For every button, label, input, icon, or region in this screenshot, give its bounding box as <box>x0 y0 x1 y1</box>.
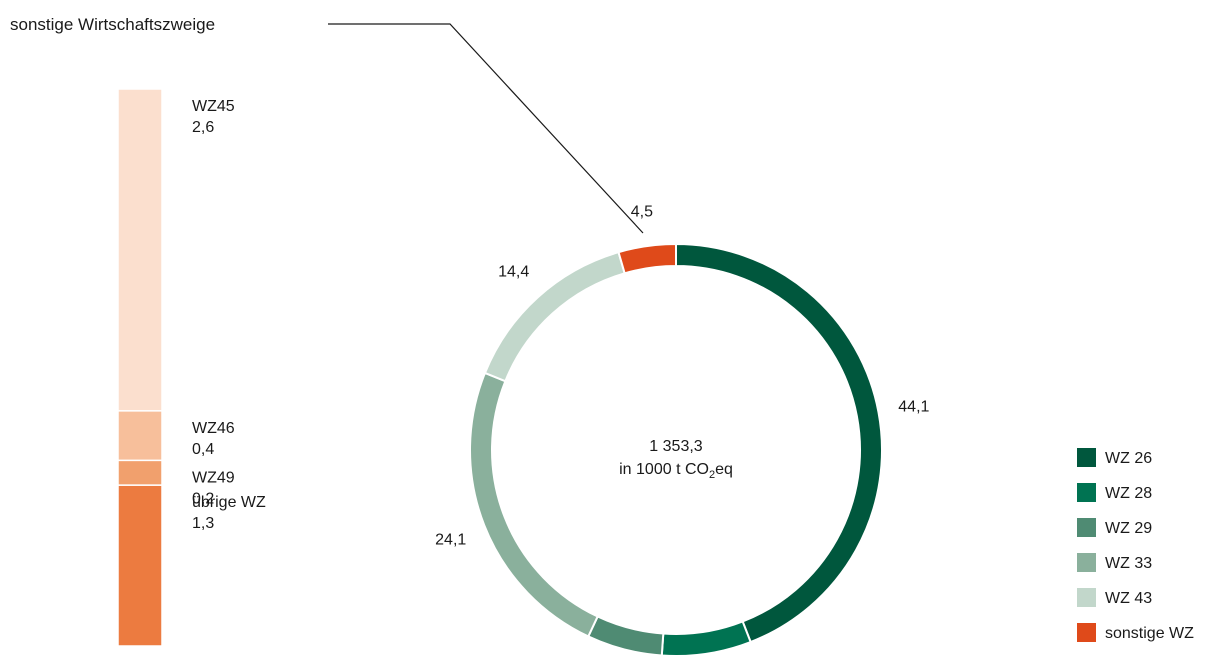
legend-swatch <box>1077 518 1096 537</box>
legend-swatch <box>1077 553 1096 572</box>
legend-swatch <box>1077 623 1096 642</box>
bar-segment-name: WZ46 <box>192 420 235 437</box>
donut-center-unit: in 1000 t CO2eq <box>619 461 733 481</box>
callout-title: sonstige Wirtschaftszweige <box>10 15 215 34</box>
donut-slice <box>617 242 677 275</box>
bar-segment-value: 0,2 <box>192 490 214 507</box>
bar-segment-name: WZ49 <box>192 469 235 486</box>
bar-segment <box>117 410 163 462</box>
bar-segment-value: 0,4 <box>192 441 214 458</box>
legend-swatch <box>1077 448 1096 467</box>
bar-segment <box>117 484 163 647</box>
legend-label: WZ 29 <box>1105 520 1152 537</box>
donut-slice-label: 44,1 <box>898 398 929 415</box>
bar-segment <box>117 459 163 486</box>
bar-segment-value: 1,3 <box>192 515 214 532</box>
legend-swatch <box>1077 588 1096 607</box>
bar-segment <box>117 88 163 412</box>
donut-center-total: 1 353,3 <box>649 438 702 455</box>
donut-slice <box>469 371 599 638</box>
callout-leader-line <box>328 23 644 234</box>
legend-label: WZ 26 <box>1105 450 1152 467</box>
donut-slice <box>675 242 883 644</box>
donut-chart: 44,17,05,924,114,44,5 <box>435 203 930 657</box>
donut-slice-label: 24,1 <box>435 531 466 548</box>
legend: WZ 26 WZ 28 WZ 29 WZ 33 WZ 43 sonstige WZ <box>1077 448 1194 642</box>
legend-label: WZ 43 <box>1105 590 1152 607</box>
stacked-bar: übrige WZ 1,3 WZ49 0,2 WZ46 0,4 WZ45 2,6 <box>117 88 266 647</box>
donut-slice-label: 4,5 <box>631 203 653 220</box>
legend-label: WZ 28 <box>1105 485 1152 502</box>
bar-segment-value: 2,6 <box>192 119 214 136</box>
bar-segment-name: WZ45 <box>192 98 235 115</box>
legend-swatch <box>1077 483 1096 502</box>
bar-segment-name: übrige WZ <box>192 494 266 511</box>
legend-label: sonstige WZ <box>1105 625 1194 642</box>
donut-slice <box>586 615 665 657</box>
donut-slice-label: 14,4 <box>498 263 529 280</box>
legend-label: WZ 33 <box>1105 555 1152 572</box>
donut-slice <box>660 620 752 657</box>
